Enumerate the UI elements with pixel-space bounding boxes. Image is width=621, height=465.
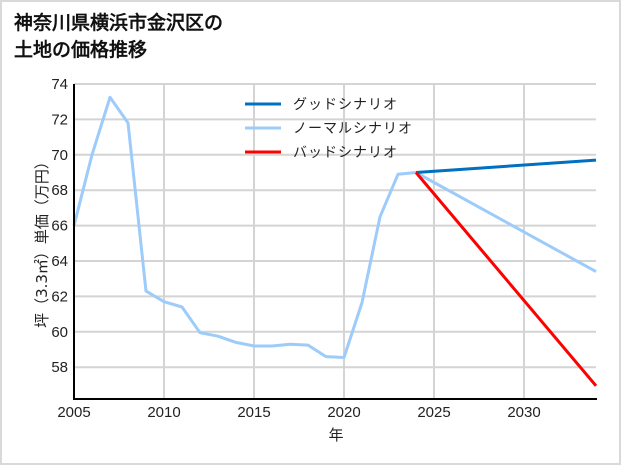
x-tick-label: 2030 (507, 404, 540, 421)
x-tick-label: 2015 (237, 404, 270, 421)
legend-label: ノーマルシナリオ (293, 121, 413, 137)
x-tick-label: 2025 (417, 404, 450, 421)
series-line (72, 95, 597, 359)
y-tick-label: 66 (51, 218, 68, 235)
chart-title: 神奈川県横浜市金沢区の 土地の価格推移 (14, 10, 223, 64)
title-line-2: 土地の価格推移 (14, 39, 148, 61)
x-tick-label: 2010 (147, 404, 180, 421)
x-axis-ticks: 2005 2010 2015 2020 2025 2030 (57, 404, 540, 421)
x-tick-label: 2005 (57, 404, 90, 421)
series-line (414, 171, 598, 387)
series-lines (72, 95, 598, 387)
gridlines (74, 83, 596, 399)
y-tick-label: 58 (51, 359, 68, 376)
x-axis-label: 年 (328, 426, 343, 444)
y-tick-label: 70 (51, 147, 68, 164)
y-tick-label: 74 (51, 76, 68, 93)
y-tick-label: 62 (51, 288, 68, 305)
series-line (415, 158, 597, 174)
y-axis-label: 坪（3.3㎡）単価（万円） (33, 154, 51, 328)
x-tick-label: 2020 (327, 404, 360, 421)
title-line-1: 神奈川県横浜市金沢区の (14, 12, 224, 34)
y-tick-label: 72 (51, 111, 68, 128)
y-axis-ticks: 58 60 62 64 66 68 70 72 74 (51, 76, 68, 376)
y-tick-label: 64 (51, 253, 68, 270)
y-tick-label: 60 (51, 324, 68, 341)
legend-label: グッドシナリオ (293, 97, 398, 113)
y-tick-label: 68 (51, 182, 68, 199)
legend-label: バッドシナリオ (293, 145, 398, 161)
